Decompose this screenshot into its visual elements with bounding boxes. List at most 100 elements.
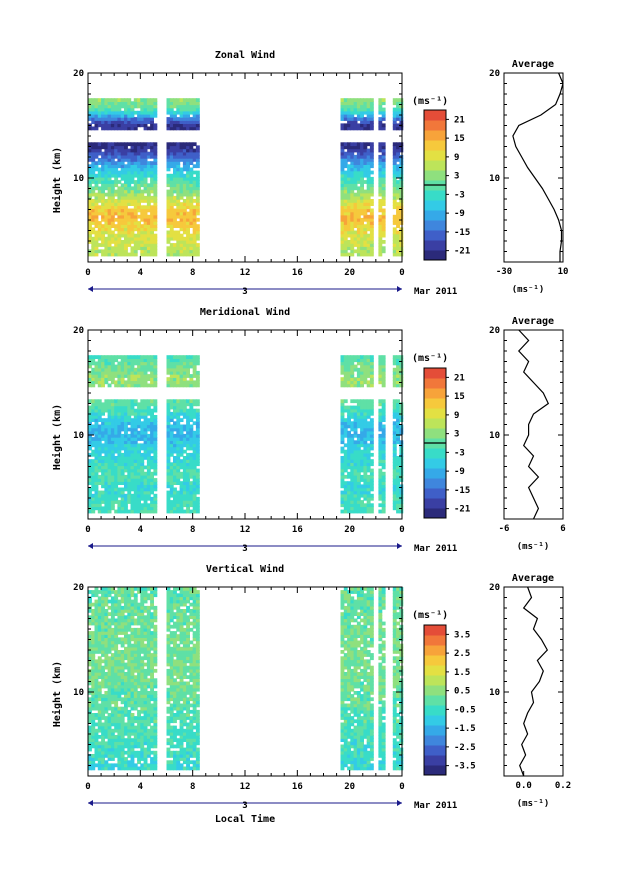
heatmap-cell (182, 205, 187, 210)
heatmap-cell (350, 123, 355, 128)
heatmap-cell (189, 233, 194, 238)
heatmap-cell (97, 703, 102, 708)
heatmap-cell (192, 148, 197, 153)
heatmap-cell (88, 602, 92, 607)
heatmap-cell (127, 459, 132, 463)
heatmap-cell (94, 361, 99, 366)
heatmap-cell (356, 405, 361, 410)
heatmap-cell (176, 148, 181, 153)
heatmap-cell (396, 224, 400, 228)
heatmap-cell (378, 471, 383, 476)
heatmap-cell (104, 183, 109, 188)
heatmap-cell (94, 230, 99, 235)
heatmap-cell (369, 430, 374, 435)
heatmap-cell (179, 110, 184, 115)
heatmap-cell (88, 681, 92, 686)
heatmap-cell (117, 120, 122, 124)
heatmap-cell (186, 446, 190, 451)
heatmap-cell (143, 367, 148, 372)
heatmap-cell (124, 750, 128, 755)
heatmap-cell (350, 249, 355, 254)
heatmap-cell (127, 763, 132, 768)
heatmap-cell (88, 427, 92, 432)
heatmap-cell (146, 506, 151, 511)
heatmap-cell (88, 180, 92, 184)
heatmap-cell (366, 252, 371, 257)
heatmap-cell (179, 481, 184, 485)
heatmap-cell (101, 167, 105, 172)
heatmap-cell (173, 142, 177, 147)
heatmap-cell (192, 374, 197, 378)
heatmap-cell (363, 430, 368, 435)
heatmap-cell (97, 195, 102, 200)
heatmap-cell (347, 503, 351, 508)
heatmap-cell (88, 107, 92, 112)
heatmap-cell (91, 722, 96, 727)
heatmap-cell (392, 402, 397, 407)
heatmap-cell (107, 656, 112, 661)
heatmap-cell (140, 484, 145, 489)
heatmap-cell (120, 151, 125, 156)
heatmap-cell (396, 246, 400, 251)
heatmap-cell (137, 408, 141, 413)
heatmap-cell (88, 713, 92, 717)
heatmap-cell (396, 411, 400, 416)
heatmap-cell (140, 415, 145, 419)
heatmap-cell (88, 646, 92, 651)
heatmap-cell (169, 173, 174, 178)
heatmap-cell (381, 230, 386, 235)
heatmap-cell (173, 158, 177, 162)
heatmap-cell (137, 484, 141, 489)
heatmap-cell (124, 107, 128, 112)
heatmap-cell (117, 104, 122, 109)
heatmap-cell (130, 744, 135, 749)
heatmap-cell (107, 506, 112, 511)
heatmap-cell (369, 148, 374, 153)
heatmap-cell (140, 367, 145, 372)
heatmap-cell (360, 361, 364, 366)
heatmap-cell (369, 249, 374, 254)
heatmap-cell (107, 754, 112, 758)
heatmap-cell (94, 148, 99, 153)
heatmap-cell (195, 468, 200, 473)
heatmap-cell (107, 424, 112, 429)
heatmap-cell (110, 164, 115, 169)
heatmap-cell (150, 490, 154, 495)
heatmap-cell (114, 449, 119, 454)
heatmap-cell (340, 183, 345, 188)
heatmap-cell (127, 399, 132, 404)
heatmap-cell (117, 760, 122, 765)
heatmap-cell (130, 750, 135, 755)
heatmap-cell (399, 462, 404, 467)
heatmap-cell (195, 145, 200, 150)
heatmap-cell (363, 104, 368, 109)
heatmap-cell (195, 370, 200, 375)
heatmap-cell (104, 650, 109, 654)
heatmap-cell (366, 506, 371, 511)
heatmap-cell (127, 593, 132, 598)
heatmap-cell (381, 233, 386, 238)
heatmap-cell (353, 399, 358, 404)
heatmap-cell (114, 370, 119, 375)
heatmap-cell (176, 411, 181, 416)
heatmap-cell (343, 142, 348, 147)
heatmap-cell (169, 217, 174, 222)
heatmap-cell (110, 167, 115, 172)
heatmap-cell (369, 358, 374, 363)
heatmap-cell (130, 145, 135, 150)
heatmap-cell (343, 236, 348, 241)
heatmap-cell (101, 703, 105, 708)
heatmap-cell (169, 205, 174, 210)
heatmap-cell (176, 449, 181, 454)
heatmap-cell (182, 123, 187, 128)
heatmap-cell (176, 421, 181, 426)
heatmap-cell (363, 110, 368, 115)
heatmap-cell (192, 446, 197, 451)
heatmap-cell (356, 418, 361, 422)
heatmap-cell (88, 399, 92, 404)
heatmap-cell (94, 199, 99, 203)
heatmap-cell (143, 151, 148, 156)
heatmap-cell (169, 211, 174, 216)
heatmap-cell (88, 634, 92, 638)
heatmap-cell (133, 186, 138, 191)
